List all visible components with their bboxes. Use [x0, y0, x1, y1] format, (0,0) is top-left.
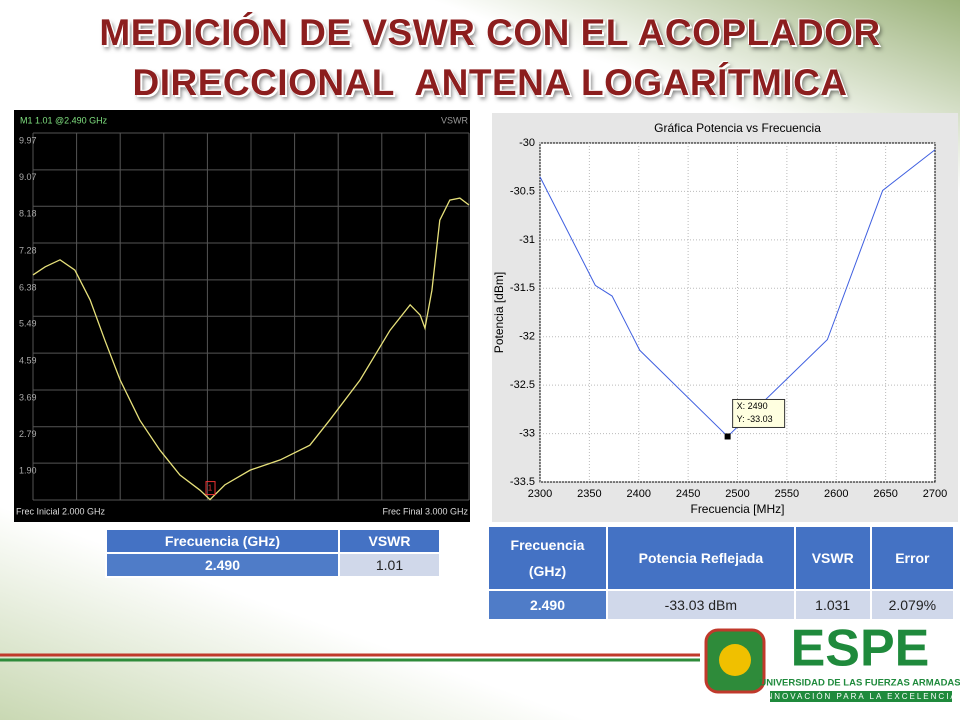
logo-band	[770, 691, 952, 702]
y-tick-label: 1.90	[19, 466, 37, 476]
logo-name: ESPE	[791, 620, 930, 678]
x-tick-label: 2700	[923, 488, 947, 500]
td: 2.079%	[869, 589, 956, 621]
td: 2.490	[487, 589, 608, 621]
marker-label: 1	[208, 484, 213, 493]
trace	[32, 197, 470, 501]
y-tick-label: -30.5	[510, 185, 535, 197]
th: Error	[869, 525, 956, 591]
th: VSWR	[793, 525, 872, 591]
x-tick-label: 2350	[577, 488, 601, 500]
th: VSWR	[337, 528, 442, 554]
datatip-box	[732, 398, 786, 428]
y-label: Potencia [dBm]	[492, 272, 506, 353]
trace-label: VSWR	[441, 115, 469, 125]
chart-title: Gráfica Potencia vs Frecuencia	[654, 121, 821, 135]
y-tick-label: 9.07	[19, 172, 37, 182]
td: -33.03 dBm	[606, 589, 796, 621]
x-tick-label: 2500	[725, 488, 749, 500]
y-tick-label: 5.49	[19, 319, 37, 329]
td: 2.490	[105, 552, 340, 578]
y-tick-label: 2.79	[19, 429, 37, 439]
y-tick-label: 7.28	[19, 245, 37, 255]
td: 1.01	[337, 552, 442, 578]
emblem	[719, 644, 751, 676]
y-tick-label: 6.38	[19, 282, 37, 292]
y-tick-label: -32.5	[510, 379, 535, 391]
marker-readout: M1 1.01 @2.490 GHz	[20, 115, 108, 125]
y-tick-label: -33.5	[510, 476, 535, 488]
x-tick-label: 2300	[528, 488, 552, 500]
datatip-text: X: 2490	[737, 401, 768, 411]
y-tick-label: -32	[519, 331, 535, 343]
td: 1.031	[793, 589, 872, 621]
x-tick-label: 2450	[676, 488, 700, 500]
title: MEDICIÓN DE VSWR CON EL ACOPLADOR	[99, 12, 881, 53]
start-label: Frec Inicial 2.000 GHz	[16, 506, 106, 516]
stop-label: Frec Final 3.000 GHz	[382, 506, 468, 516]
datatip-text: Y: -33.03	[737, 414, 773, 424]
th: Frecuencia (GHz)	[105, 528, 340, 554]
logo-line: UNIVERSIDAD DE LAS FUERZAS ARMADAS	[759, 678, 960, 689]
trace	[539, 149, 936, 438]
y-tick-label: -30	[519, 137, 535, 149]
x-tick-label: 2650	[873, 488, 897, 500]
y-tick-label: 8.18	[19, 209, 37, 219]
table-left: Frecuencia (GHz) VSWR 2.490 1.01	[105, 528, 442, 578]
title: DIRECCIONAL ANTENA LOGARÍTMICA	[132, 62, 848, 103]
th: Potencia Reflejada	[606, 525, 796, 591]
y-tick-label: 3.69	[19, 392, 37, 402]
x-tick-label: 2550	[775, 488, 799, 500]
x-tick-label: 2400	[627, 488, 651, 500]
x-label: Frecuencia [MHz]	[690, 502, 784, 516]
y-tick-label: 9.97	[19, 135, 37, 145]
y-tick-label: -31.5	[510, 282, 535, 294]
datatip-point	[724, 433, 731, 440]
y-tick-label: 4.59	[19, 355, 37, 365]
table-right: Frecuencia (GHz) Potencia Reflejada VSWR Er…	[487, 525, 956, 621]
x-tick-label: 2600	[824, 488, 848, 500]
y-tick-label: -31	[519, 234, 535, 246]
logo-line: INNOVACIÓN PARA LA EXCELENCIA	[762, 692, 958, 701]
y-tick-label: -33	[519, 427, 535, 439]
marker-box	[205, 481, 216, 496]
th: Frecuencia (GHz)	[487, 525, 608, 591]
